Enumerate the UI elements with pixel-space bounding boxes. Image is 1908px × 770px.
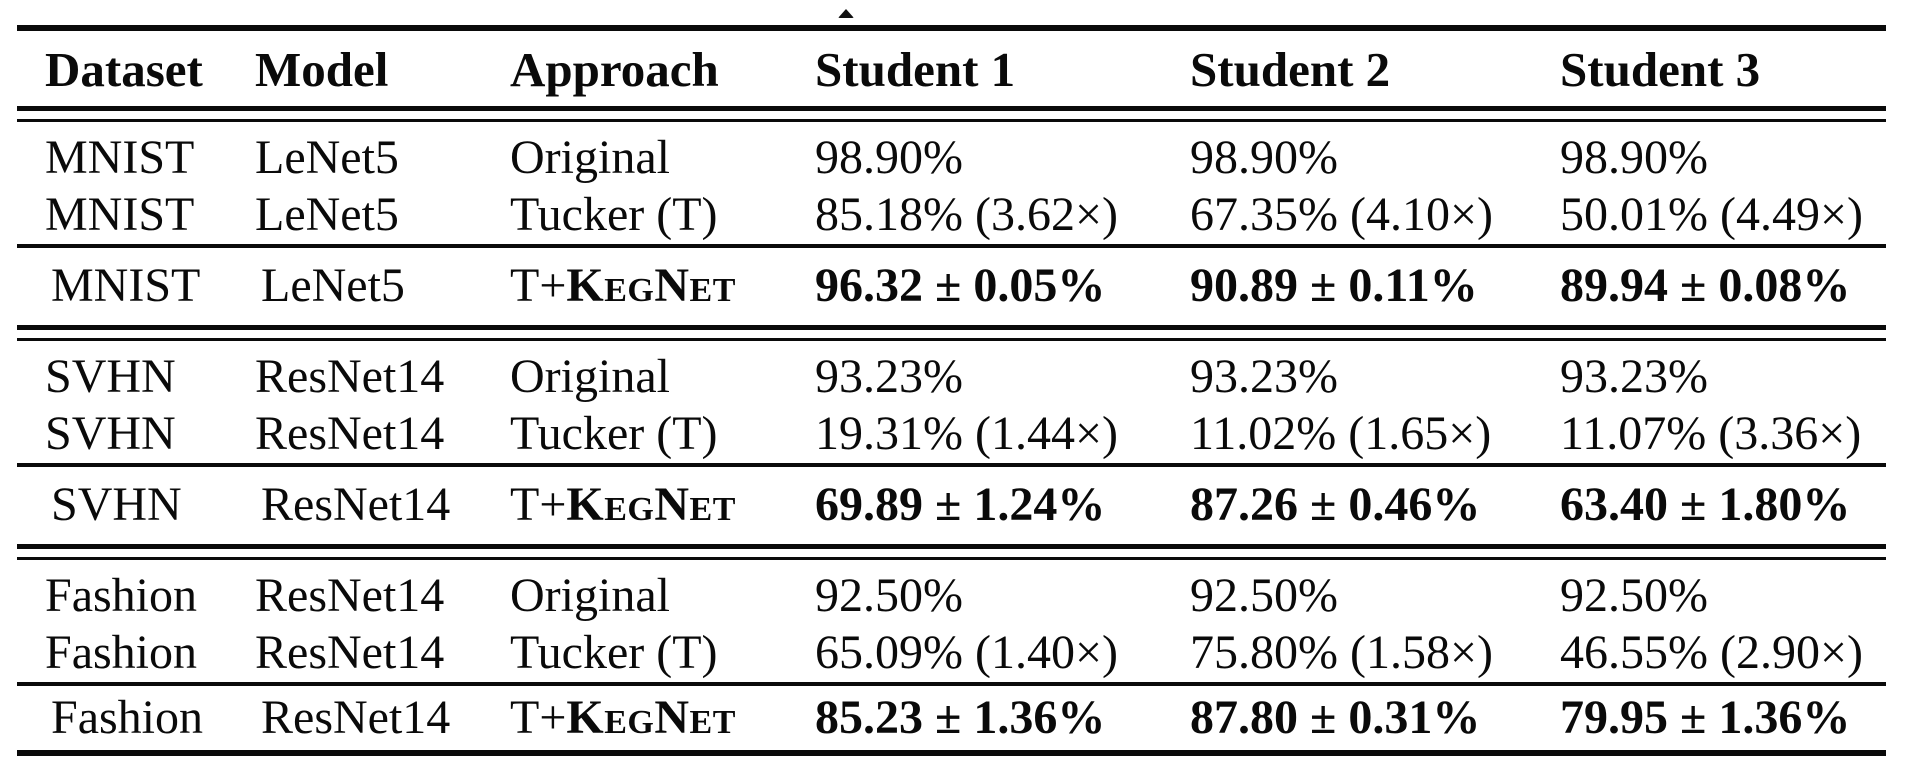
double-rule-gap	[17, 111, 1886, 119]
cell-approach: Original	[510, 350, 670, 404]
single-rule	[17, 463, 1886, 467]
cell-student1: 85.18% (3.62×)	[815, 188, 1119, 242]
table-bottom-rule	[17, 750, 1886, 756]
cell-model: ResNet14	[261, 478, 451, 532]
table-row: Fashion ResNet14 Original 92.50% 92.50% …	[17, 568, 1886, 625]
cell-student3: 89.94 ± 0.08%	[1560, 259, 1851, 313]
cell-student2: 92.50%	[1190, 569, 1338, 623]
cell-model: LeNet5	[261, 259, 405, 313]
cell-student2: 75.80% (1.58×)	[1190, 626, 1494, 680]
cropped-caption-fragment-icon	[838, 9, 854, 18]
results-table: Dataset Model Approach Student 1 Student…	[17, 25, 1886, 756]
cell-dataset: SVHN	[51, 478, 182, 532]
cell-model: ResNet14	[255, 407, 445, 461]
cell-model: LeNet5	[255, 131, 399, 185]
cell-dataset: MNIST	[45, 188, 195, 242]
double-rule-bottom	[17, 119, 1886, 122]
single-rule	[17, 682, 1886, 686]
double-rule-top	[17, 544, 1886, 549]
cell-dataset: SVHN	[45, 407, 176, 461]
fashion-baseline-group: Fashion ResNet14 Original 92.50% 92.50% …	[17, 560, 1886, 682]
cell-student3: 98.90%	[1560, 131, 1708, 185]
cell-student1: 69.89 ± 1.24%	[815, 478, 1106, 532]
header-dataset: Dataset	[45, 41, 203, 97]
table-row: MNIST LeNet5 Tucker (T) 85.18% (3.62×) 6…	[17, 187, 1886, 244]
cell-approach: T+KegNet	[510, 259, 736, 313]
table-row: MNIST LeNet5 Original 98.90% 98.90% 98.9…	[17, 130, 1886, 187]
table-row-kegnet: MNIST LeNet5 T+KegNet 96.32 ± 0.05% 90.8…	[17, 248, 1886, 325]
cell-student2: 98.90%	[1190, 131, 1338, 185]
single-rule	[17, 244, 1886, 248]
cell-student2: 67.35% (4.10×)	[1190, 188, 1494, 242]
header-model: Model	[255, 41, 389, 97]
cell-student1: 65.09% (1.40×)	[815, 626, 1119, 680]
cell-student2: 90.89 ± 0.11%	[1190, 259, 1478, 313]
cell-student3: 46.55% (2.90×)	[1560, 626, 1864, 680]
cell-student3: 79.95 ± 1.36%	[1560, 690, 1851, 744]
header-student1: Student 1	[815, 41, 1016, 97]
header-student3: Student 3	[1560, 41, 1761, 97]
cell-student1: 96.32 ± 0.05%	[815, 259, 1106, 313]
cell-approach: T+KegNet	[510, 690, 736, 744]
cell-student3: 92.50%	[1560, 569, 1708, 623]
cell-student1: 85.23 ± 1.36%	[815, 690, 1106, 744]
table-row-kegnet: SVHN ResNet14 T+KegNet 69.89 ± 1.24% 87.…	[17, 467, 1886, 544]
cell-student3: 63.40 ± 1.80%	[1560, 478, 1851, 532]
cell-model: ResNet14	[255, 350, 445, 404]
cell-dataset: MNIST	[45, 131, 195, 185]
cell-model: ResNet14	[255, 626, 445, 680]
double-rule-bottom	[17, 338, 1886, 341]
cell-approach: Original	[510, 569, 670, 623]
cell-approach: Tucker (T)	[510, 626, 718, 680]
header-student2: Student 2	[1190, 41, 1391, 97]
cell-student2: 87.80 ± 0.31%	[1190, 690, 1481, 744]
cell-student2: 11.02% (1.65×)	[1190, 407, 1492, 461]
cell-model: LeNet5	[255, 188, 399, 242]
double-rule-top	[17, 325, 1886, 330]
cell-dataset: Fashion	[45, 569, 198, 623]
cell-model: ResNet14	[255, 569, 445, 623]
table-row: Fashion ResNet14 Tucker (T) 65.09% (1.40…	[17, 625, 1886, 682]
double-rule-top	[17, 106, 1886, 111]
cell-dataset: SVHN	[45, 350, 176, 404]
cell-student1: 92.50%	[815, 569, 963, 623]
cell-model: ResNet14	[261, 690, 451, 744]
cell-student2: 93.23%	[1190, 350, 1338, 404]
cell-student1: 19.31% (1.44×)	[815, 407, 1119, 461]
table-top-rule	[17, 25, 1886, 31]
cell-student1: 98.90%	[815, 131, 963, 185]
cell-student2: 87.26 ± 0.46%	[1190, 478, 1481, 532]
svhn-baseline-group: SVHN ResNet14 Original 93.23% 93.23% 93.…	[17, 341, 1886, 463]
cell-approach: Original	[510, 131, 670, 185]
header-row: Dataset Model Approach Student 1 Student…	[17, 31, 1886, 106]
mnist-baseline-group: MNIST LeNet5 Original 98.90% 98.90% 98.9…	[17, 122, 1886, 244]
cell-student3: 93.23%	[1560, 350, 1708, 404]
cell-student3: 50.01% (4.49×)	[1560, 188, 1864, 242]
table-row: SVHN ResNet14 Original 93.23% 93.23% 93.…	[17, 349, 1886, 406]
cell-approach: T+KegNet	[510, 478, 736, 532]
double-rule-gap	[17, 549, 1886, 557]
cell-approach: Tucker (T)	[510, 188, 718, 242]
header-approach: Approach	[510, 41, 719, 97]
table-row-kegnet: Fashion ResNet14 T+KegNet 85.23 ± 1.36% …	[17, 686, 1886, 750]
double-rule-bottom	[17, 557, 1886, 560]
table-row: SVHN ResNet14 Tucker (T) 19.31% (1.44×) …	[17, 406, 1886, 463]
cell-dataset: Fashion	[45, 626, 198, 680]
double-rule-gap	[17, 330, 1886, 338]
cell-dataset: MNIST	[51, 259, 201, 313]
cell-dataset: Fashion	[51, 690, 204, 744]
cell-approach: Tucker (T)	[510, 407, 718, 461]
cell-student3: 11.07% (3.36×)	[1560, 407, 1862, 461]
cell-student1: 93.23%	[815, 350, 963, 404]
